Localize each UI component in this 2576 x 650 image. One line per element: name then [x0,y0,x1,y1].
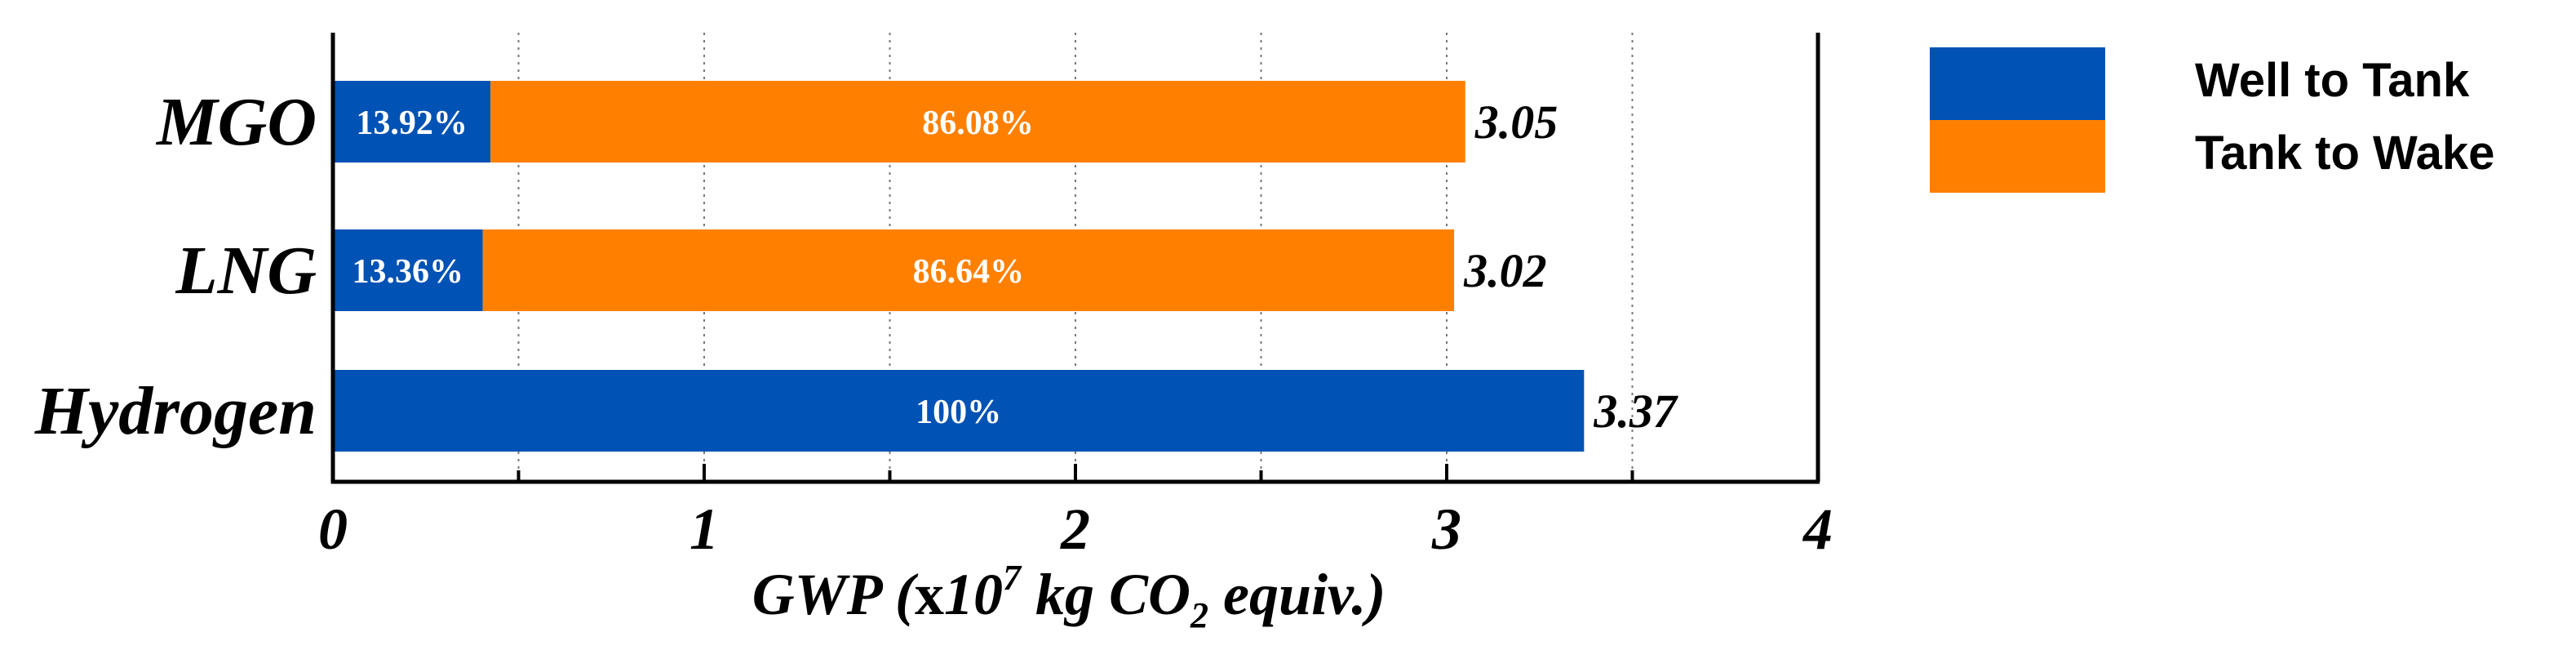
legend-swatch [1930,120,2105,193]
legend: Well to Tank Tank to Wake [1930,47,2494,193]
bar-segment [490,81,1465,162]
x-tick-label: 1 [689,496,719,562]
bar-segment [333,229,483,311]
y-axis-labels: MGO LNG Hydrogen [34,84,317,449]
bar-segment-label: 100% [916,394,1001,431]
bar-segment-label: 13.92% [356,105,468,142]
bar-segment [482,229,1455,311]
bars: 13.92% 86.08% 3.05 13.36% 86.64% 3.02 100% 3.37 [333,81,1678,452]
x-axis-title-times: x [915,562,944,627]
bar-total-label: 3.37 [1593,385,1678,438]
x-axis-title-exp: 7 [1003,558,1022,598]
x-tick-label: 2 [1060,496,1090,562]
bar-total-label: 3.05 [1474,96,1558,149]
x-axis-title: GWP (x107 kg CO2 equiv.) [752,558,1386,635]
bar-segment-label: 86.64% [913,253,1025,291]
bar-segment [333,81,491,162]
x-tick-label: 4 [1802,496,1833,562]
x-axis-title-post: equiv.) [1208,562,1386,627]
bar-total-label: 3.02 [1463,244,1547,297]
x-tick-labels: 0 1 2 3 4 [318,496,1833,562]
legend-label: Well to Tank [2195,54,2470,107]
x-tick-label: 0 [318,496,348,562]
category-label: MGO [155,84,317,160]
legend-label: Tank to Wake [2195,127,2494,180]
x-axis-title-sub: 2 [1190,595,1208,635]
axes [330,33,1820,484]
x-axis-title-mid: kg CO [1021,562,1190,627]
bar-segment-label: 13.36% [352,253,464,291]
bar-segment [333,370,1585,452]
x-axis-title-base: 10 [944,562,1003,627]
bar-segment-label: 86.08% [922,105,1034,142]
x-axis-title-pre: GWP ( [752,562,919,627]
category-label: LNG [175,233,317,309]
x-tick-label: 3 [1431,496,1461,562]
legend-swatch [1930,47,2105,120]
category-label: Hydrogen [34,373,317,449]
